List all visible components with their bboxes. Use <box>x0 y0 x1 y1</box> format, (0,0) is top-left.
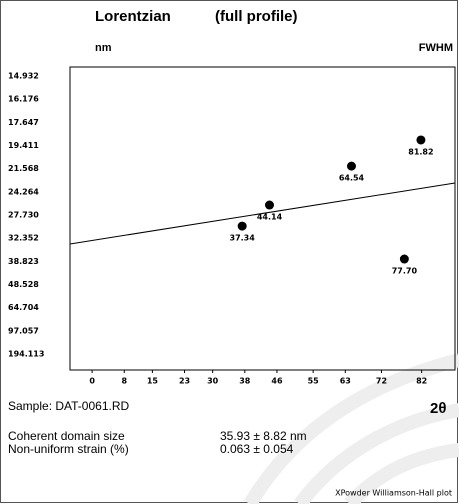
result-label: Coherent domain size <box>8 429 125 443</box>
y-tick-label: 32.352 <box>8 234 39 243</box>
footer: XPowder Williamson-Hall plot <box>335 489 452 498</box>
x-tick-label: 15 <box>147 377 159 386</box>
y-tick-label: 194.113 <box>8 350 44 359</box>
result-value: 35.93 ± 8.82 nm <box>220 429 307 443</box>
data-point <box>264 200 274 210</box>
data-point <box>237 221 247 231</box>
data-point <box>399 254 409 264</box>
watermark-swirl <box>294 403 459 504</box>
data-label: 64.54 <box>339 174 365 183</box>
y-tick-label: 21.568 <box>8 164 39 173</box>
data-label: 37.34 <box>230 234 256 243</box>
watermark <box>243 353 459 504</box>
y-tick-label: 64.704 <box>8 303 39 312</box>
x-tick-label: 30 <box>207 377 219 386</box>
data-point <box>416 135 426 145</box>
x-tick-label: 63 <box>340 377 351 386</box>
result-label: Non-uniform strain (%) <box>8 442 129 456</box>
y-tick-label: 14.932 <box>8 71 39 80</box>
sample-name: Sample: DAT-0061.RD <box>8 399 129 413</box>
x-tick-label: 0 <box>89 377 95 386</box>
y-tick-label: 27.730 <box>8 210 39 219</box>
y-tick-label: 48.528 <box>8 280 39 289</box>
data-label: 44.14 <box>257 213 283 222</box>
y-tick-label: 97.057 <box>8 326 39 335</box>
y-axis-label: nm <box>95 42 112 54</box>
plot-frame <box>69 66 456 371</box>
x-tick-label: 38 <box>239 377 251 386</box>
watermark-swirl <box>344 443 459 504</box>
x-tick-label: 72 <box>376 377 387 386</box>
data-label: 81.82 <box>408 147 433 156</box>
x-tick-label: 8 <box>121 377 127 386</box>
fit-line <box>69 182 456 245</box>
result-value: 0.063 ± 0.054 <box>220 442 294 456</box>
y-tick-label: 38.823 <box>8 257 39 266</box>
x-tick-label: 46 <box>271 377 283 386</box>
data-point <box>346 161 356 171</box>
chart-title: Lorentzian <box>95 8 171 25</box>
data-label: 77.70 <box>392 267 418 276</box>
chart-subtitle: (full profile) <box>215 8 298 25</box>
y-tick-label: 16.176 <box>8 95 39 104</box>
x-tick-label: 55 <box>308 377 320 386</box>
x-tick-label: 23 <box>179 377 190 386</box>
y-axis-quantity: FWHM <box>419 42 453 54</box>
y-tick-label: 19.411 <box>8 141 39 150</box>
y-tick-label: 17.647 <box>8 118 39 127</box>
y-tick-label: 24.264 <box>8 187 39 196</box>
watermark-swirl <box>243 353 459 504</box>
x-axis-label: 2θ <box>430 400 446 417</box>
x-tick-label: 82 <box>416 377 427 386</box>
